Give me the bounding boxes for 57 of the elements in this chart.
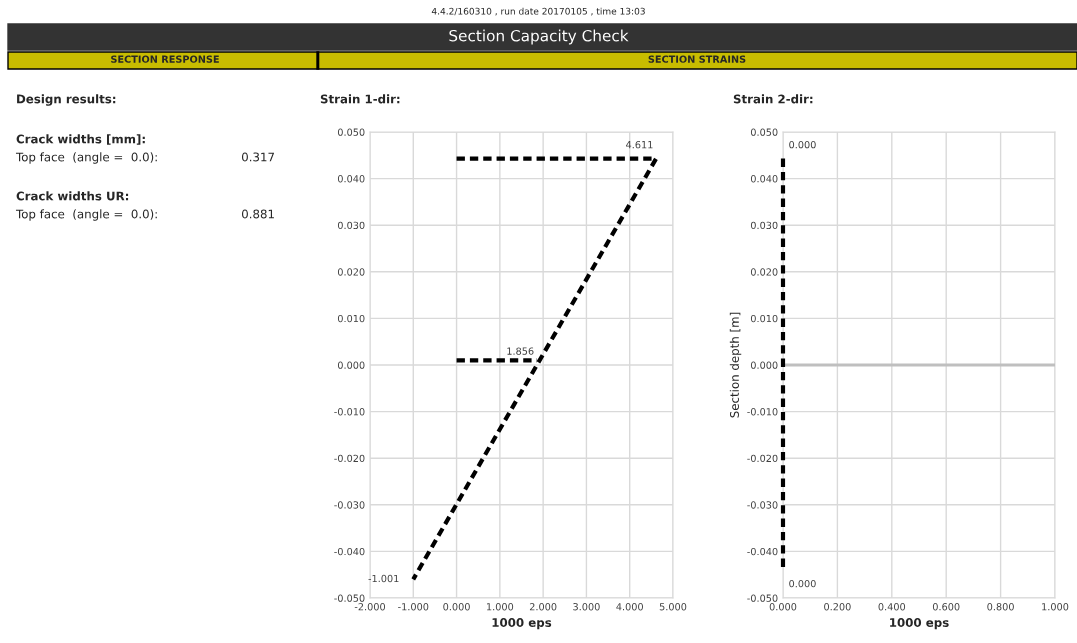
x-tick-label: 5.000 — [659, 603, 687, 611]
x-tick-label: 0.800 — [987, 603, 1014, 611]
y-tick-label: 0.030 — [750, 221, 778, 230]
y-tick-label: 0.000 — [750, 361, 778, 369]
text: 0.317 — [241, 152, 274, 162]
x-tick-label: 1.000 — [487, 603, 514, 611]
y-tick-label: 0.010 — [750, 314, 778, 323]
x-tick-label: 3.000 — [573, 603, 600, 611]
y-tick-label: -0.050 — [747, 594, 778, 602]
text: Design results: — [17, 94, 116, 106]
y-tick-label: 0.010 — [337, 314, 365, 323]
y-tick-label: 0.050 — [750, 128, 778, 136]
x-tick-label: 2.000 — [529, 603, 557, 611]
x-tick-label: 1.000 — [1042, 603, 1069, 611]
text: Section Capacity Check — [449, 29, 629, 45]
annotation: -1.001 — [368, 574, 399, 583]
x-tick-label: 0.200 — [824, 603, 851, 611]
y-tick-label: -0.030 — [334, 501, 365, 509]
y-tick-label: 0.020 — [750, 268, 778, 276]
y-axis-title: Section depth [m] — [729, 312, 742, 418]
x-axis-title: 1000 eps — [890, 618, 949, 630]
y-tick-label: -0.010 — [747, 408, 778, 416]
y-tick-label: -0.020 — [747, 454, 778, 463]
text: Crack widths UR: — [16, 191, 129, 201]
annotation: 1.856 — [507, 347, 534, 355]
chart-title: Strain 1-dir: — [320, 94, 400, 104]
text: 0.881 — [241, 209, 274, 219]
x-axis-title: 1000 eps — [492, 618, 552, 630]
x-tick-label: 0.400 — [878, 603, 906, 611]
text: Top face (angle = 0.0): — [15, 209, 157, 221]
x-tick-label: 0.600 — [932, 603, 960, 611]
x-tick-label: 0.000 — [769, 603, 797, 611]
y-tick-label: -0.050 — [334, 594, 365, 602]
annotation: 0.000 — [789, 579, 816, 588]
text: SECTION RESPONSE — [111, 55, 219, 63]
y-tick-label: 0.050 — [337, 128, 365, 136]
annotation: 4.611 — [626, 140, 653, 149]
x-tick-label: 4.000 — [616, 603, 643, 611]
text: Crack widths [mm]: — [16, 134, 145, 145]
y-tick-label: 0.020 — [337, 268, 365, 276]
x-tick-label: 0.000 — [443, 603, 470, 611]
annotation: 0.000 — [789, 140, 816, 149]
y-tick-label: -0.040 — [334, 547, 365, 556]
y-tick-label: 0.040 — [337, 175, 365, 183]
text: 4.4.2/160310 , run date 20170105 , time 13:03 — [431, 7, 645, 16]
text: SECTION STRAINS — [648, 55, 746, 63]
x-tick-label: -1.000 — [398, 603, 429, 611]
y-tick-label: -0.030 — [747, 501, 778, 509]
y-tick-label: 0.040 — [750, 175, 778, 183]
y-tick-label: 0.030 — [337, 221, 365, 230]
y-tick-label: -0.010 — [334, 408, 365, 416]
y-tick-label: -0.020 — [334, 454, 365, 463]
text: Top face (angle = 0.0): — [15, 152, 157, 164]
chart-title: Strain 2-dir: — [733, 94, 813, 104]
x-tick-label: -2.000 — [354, 603, 386, 611]
y-tick-label: -0.040 — [747, 547, 778, 556]
y-tick-label: 0.000 — [337, 361, 365, 369]
